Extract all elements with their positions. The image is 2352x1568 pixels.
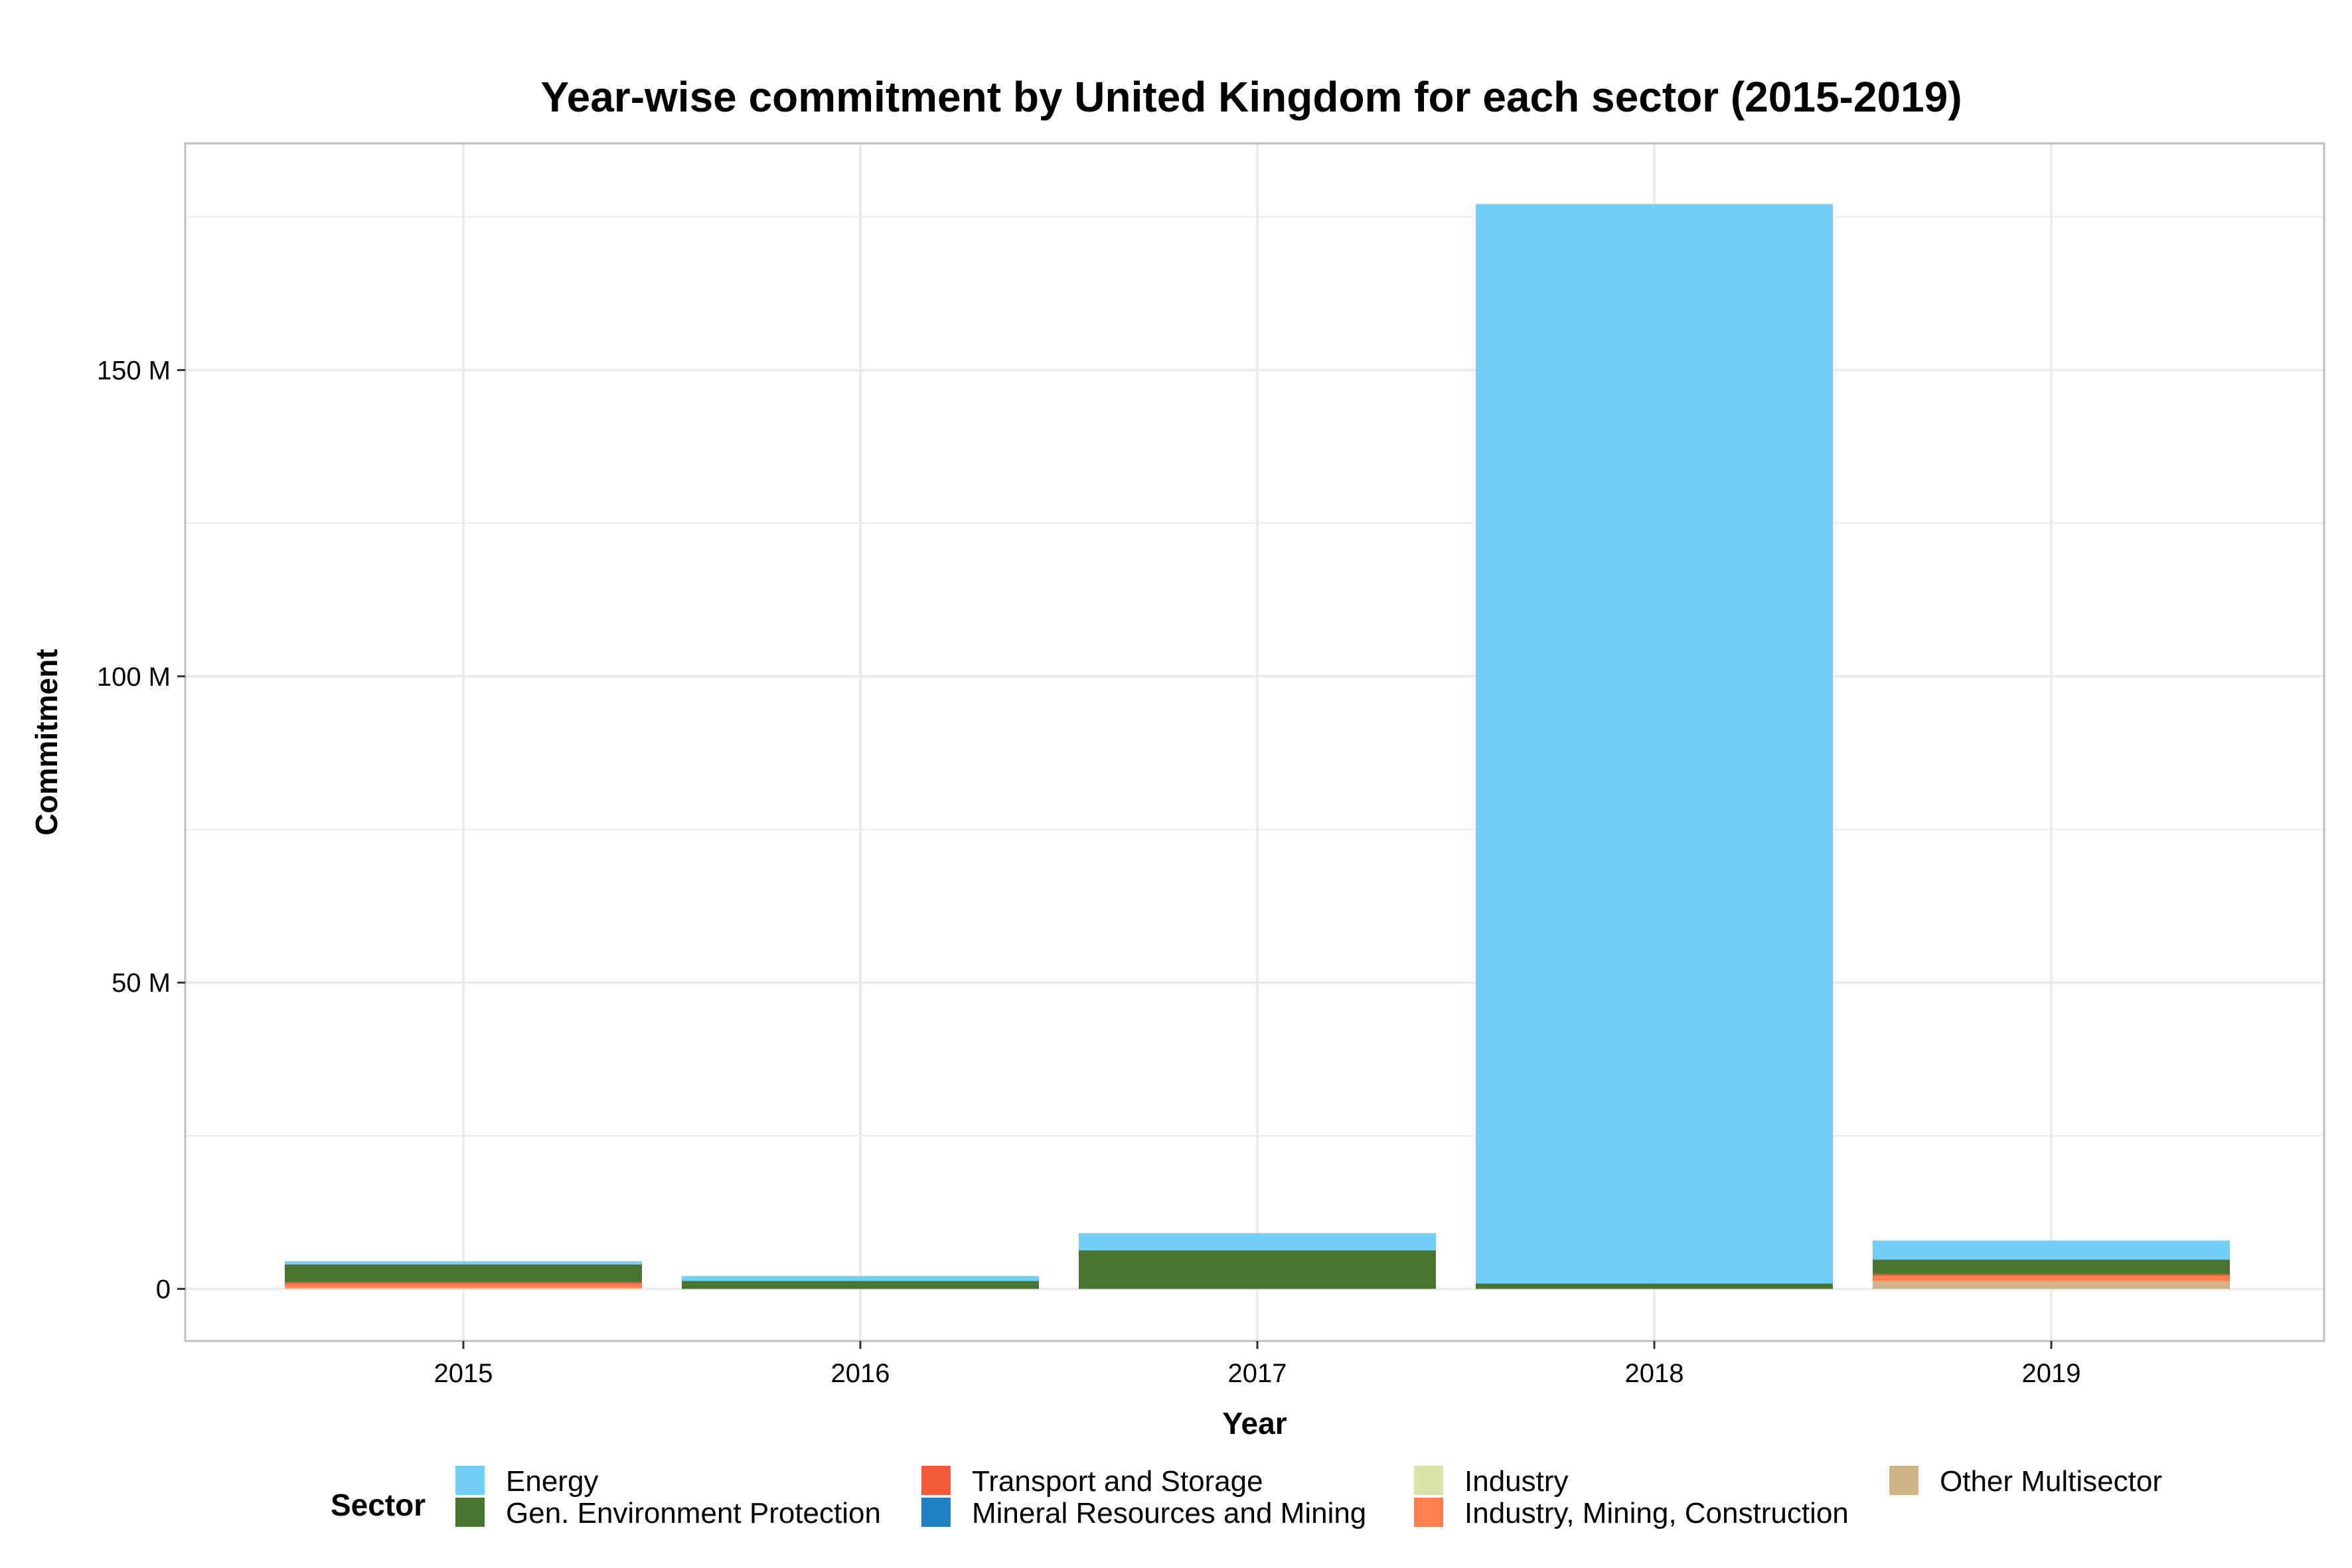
bar-segment-2015-transport-and-storage bbox=[285, 1282, 642, 1285]
bar-segment-2015-other-multisector bbox=[285, 1287, 642, 1289]
x-axis-ticks: 2015 2016 2017 2018 2019 bbox=[434, 1341, 2081, 1388]
legend-swatch bbox=[921, 1466, 951, 1495]
legend-label: Mineral Resources and Mining bbox=[972, 1497, 1366, 1529]
bar-segment-2015-energy bbox=[285, 1261, 642, 1265]
bar-segment-2015-industry-mining-construction bbox=[285, 1284, 642, 1288]
y-axis-ticks: 0 50 M 100 M 150 M bbox=[97, 356, 185, 1304]
x-tick-label: 2018 bbox=[1625, 1359, 1684, 1388]
bar-segment-2019-gen-environment-protection bbox=[1873, 1259, 2230, 1275]
plot-panel-border bbox=[184, 142, 2325, 1342]
bar-segment-2019-energy bbox=[1873, 1240, 2230, 1260]
bar-segment-2016-energy bbox=[682, 1276, 1039, 1281]
legend-swatch bbox=[1414, 1466, 1443, 1495]
legend-swatch bbox=[921, 1498, 951, 1527]
bar-segment-2017-energy bbox=[1079, 1233, 1436, 1251]
bars bbox=[285, 204, 2230, 1289]
bar-segment-2019-transport-and-storage bbox=[1873, 1274, 2230, 1277]
chart-title: Year-wise commitment by United Kingdom f… bbox=[540, 73, 1962, 121]
bar-segment-2017-gen-environment-protection bbox=[1079, 1250, 1436, 1289]
legend-swatch bbox=[455, 1466, 485, 1495]
bar-segment-2019-industry-mining-construction bbox=[1873, 1276, 2230, 1281]
bar-segment-2015-gen-environment-protection bbox=[285, 1264, 642, 1283]
legend-swatch bbox=[1414, 1498, 1443, 1527]
legend-label: Energy bbox=[506, 1465, 598, 1498]
bar-segment-2018-energy bbox=[1476, 204, 1833, 1284]
legend-label: Other Multisector bbox=[1940, 1465, 2162, 1498]
x-axis-title: Year bbox=[1222, 1406, 1287, 1441]
gridlines bbox=[185, 143, 2324, 1341]
x-tick-label: 2015 bbox=[434, 1359, 493, 1388]
bar-segment-2016-gen-environment-protection bbox=[682, 1281, 1039, 1289]
y-tick-label: 150 M bbox=[97, 356, 171, 385]
y-tick-label: 100 M bbox=[97, 663, 171, 692]
legend-swatch bbox=[1889, 1466, 1919, 1495]
legend-title: Sector bbox=[331, 1488, 426, 1522]
y-tick-label: 0 bbox=[156, 1275, 171, 1304]
x-tick-label: 2019 bbox=[2022, 1359, 2081, 1388]
legend-swatch bbox=[455, 1498, 485, 1527]
bar-segment-2019-other-multisector bbox=[1873, 1281, 2230, 1289]
x-tick-label: 2017 bbox=[1228, 1359, 1287, 1388]
x-tick-label: 2016 bbox=[831, 1359, 890, 1388]
y-axis-title: Commitment bbox=[29, 649, 64, 835]
y-tick-label: 50 M bbox=[112, 969, 171, 998]
legend-label: Gen. Environment Protection bbox=[506, 1497, 881, 1529]
legend-label: Industry, Mining, Construction bbox=[1464, 1497, 1849, 1529]
legend-label: Transport and Storage bbox=[972, 1465, 1263, 1498]
bar-segment-2018-gen-environment-protection bbox=[1476, 1283, 1833, 1289]
legend-label: Industry bbox=[1464, 1465, 1569, 1498]
